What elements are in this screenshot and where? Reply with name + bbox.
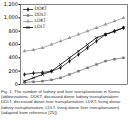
html-text:(adapted from reference [25]).: (adapted from reference [25]). <box>1 109 59 115</box>
html-text:Fig. 1. The number of kidney a: Fig. 1. The number of kidney and liver t… <box>1 89 120 94</box>
svg-text:1,000: 1,000 <box>4 14 18 20</box>
html-text:DDLT, deceased donor liver tra: DDLT, deceased donor liver transplantati… <box>1 99 121 105</box>
svg-text:600: 600 <box>8 41 18 47</box>
html-text:(abbreviations: DDKT, deceased: (abbreviations: DDKT, deceased donor kid… <box>1 94 119 100</box>
svg-text:0: 0 <box>15 81 18 87</box>
svg-text:200: 200 <box>8 68 18 74</box>
html-text:DDKT: DDKT <box>34 6 47 11</box>
html-text:LDLT: LDLT <box>34 24 46 29</box>
svg-text:800: 800 <box>8 28 18 34</box>
html-text:DDLT: DDLT <box>34 12 47 17</box>
svg-text:400: 400 <box>8 54 18 60</box>
html-text:LDKT: LDKT <box>34 18 47 23</box>
svg-text:1,200: 1,200 <box>4 1 18 7</box>
html-text:kidney transplantation; LDLT,: kidney transplantation; LDLT, living don… <box>1 104 120 110</box>
